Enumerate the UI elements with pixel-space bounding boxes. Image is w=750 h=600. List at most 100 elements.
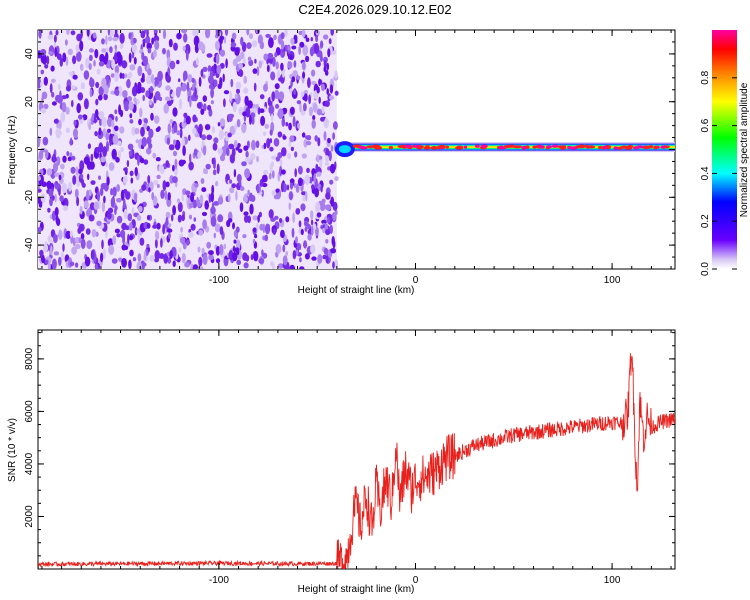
noise-speckle — [329, 224, 334, 234]
noise-speckle — [192, 264, 199, 269]
noise-speckle — [173, 123, 178, 133]
noise-speckle — [136, 261, 142, 269]
noise-speckle — [38, 30, 42, 39]
noise-speckle — [224, 30, 229, 36]
noise-speckle — [111, 148, 117, 160]
noise-speckle — [261, 249, 264, 257]
noise-speckle — [119, 126, 125, 134]
noise-speckle — [60, 251, 64, 261]
noise-speckle — [213, 79, 218, 87]
noise-speckle — [139, 107, 143, 118]
noise-speckle — [38, 150, 44, 160]
noise-speckle — [65, 106, 70, 115]
noise-speckle — [157, 126, 161, 132]
noise-speckle — [316, 171, 322, 177]
noise-speckle — [235, 247, 240, 256]
noise-speckle — [327, 137, 331, 144]
noise-speckle — [146, 243, 150, 248]
noise-speckle — [308, 106, 314, 115]
noise-speckle — [280, 40, 285, 50]
y-tick-label: -40 — [24, 237, 35, 252]
noise-speckle — [189, 214, 192, 220]
noise-speckle — [131, 207, 135, 215]
noise-speckle — [306, 167, 310, 173]
noise-speckle — [116, 197, 122, 203]
noise-speckle — [284, 30, 288, 37]
noise-speckle — [194, 87, 197, 98]
noise-speckle — [87, 143, 91, 150]
noise-speckle — [179, 237, 186, 244]
noise-speckle — [265, 33, 271, 38]
noise-speckle — [118, 85, 123, 97]
noise-speckle — [304, 191, 308, 202]
noise-speckle — [321, 198, 326, 204]
noise-speckle — [235, 190, 238, 201]
noise-speckle — [285, 216, 290, 223]
noise-speckle — [280, 169, 286, 175]
noise-speckle — [98, 127, 102, 136]
noise-speckle — [329, 163, 336, 174]
noise-speckle — [39, 169, 44, 175]
noise-speckle — [173, 165, 178, 176]
noise-speckle — [324, 70, 329, 76]
noise-speckle — [53, 162, 58, 173]
noise-speckle — [304, 174, 310, 185]
noise-speckle — [319, 202, 326, 212]
noise-speckle — [134, 167, 138, 177]
noise-speckle — [48, 51, 54, 55]
noise-speckle — [98, 111, 105, 120]
noise-speckle — [165, 181, 170, 188]
y-tick-label: 40 — [24, 48, 35, 60]
noise-speckle — [231, 147, 236, 158]
noise-speckle — [158, 165, 165, 173]
noise-speckle — [95, 81, 100, 89]
noise-speckle — [182, 145, 186, 157]
noise-speckle — [262, 223, 266, 234]
noise-speckle — [135, 139, 139, 144]
noise-speckle — [110, 90, 115, 95]
noise-speckle — [137, 232, 140, 242]
noise-speckle — [68, 71, 74, 76]
noise-speckle — [272, 56, 276, 67]
noise-speckle — [147, 175, 151, 184]
noise-speckle — [274, 83, 280, 90]
noise-speckle — [310, 37, 313, 42]
noise-speckle — [70, 166, 76, 174]
noise-speckle — [333, 121, 338, 130]
noise-speckle — [229, 90, 233, 102]
noise-speckle — [48, 189, 54, 198]
noise-speckle — [129, 113, 133, 119]
noise-speckle — [310, 244, 316, 254]
noise-speckle — [201, 187, 207, 193]
noise-speckle — [176, 198, 181, 204]
noise-speckle — [122, 175, 128, 184]
noise-speckle — [123, 208, 128, 220]
signal-peak — [551, 144, 559, 148]
noise-speckle — [66, 151, 70, 157]
noise-speckle — [154, 258, 160, 263]
noise-speckle — [271, 190, 276, 196]
noise-speckle — [169, 250, 173, 259]
noise-speckle — [76, 51, 82, 62]
noise-speckle — [106, 211, 112, 220]
noise-speckle — [324, 100, 330, 107]
noise-speckle — [181, 30, 188, 34]
noise-speckle — [65, 230, 71, 240]
signal-peak — [613, 146, 619, 150]
noise-speckle — [279, 165, 283, 177]
noise-speckle — [277, 263, 284, 269]
noise-speckle — [105, 161, 108, 167]
snr-panel: -100 0 100 2000 4000 6000 8000 Height of strai… — [7, 329, 676, 595]
noise-speckle — [282, 244, 286, 253]
noise-speckle — [146, 147, 152, 155]
noise-speckle — [202, 95, 207, 102]
noise-speckle — [115, 116, 118, 122]
noise-speckle — [202, 66, 208, 72]
noise-speckle — [257, 214, 260, 223]
noise-speckle — [273, 194, 280, 200]
noise-speckle — [252, 238, 256, 244]
noise-speckle — [190, 192, 195, 203]
noise-speckle — [289, 135, 295, 143]
noise-speckle — [41, 181, 47, 187]
noise-speckle — [56, 156, 61, 166]
